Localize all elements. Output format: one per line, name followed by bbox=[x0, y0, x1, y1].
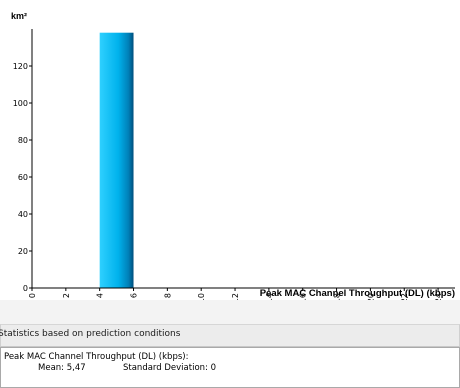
statistics-header-bar: Statistics based on prediction condition… bbox=[0, 324, 460, 347]
statistics-panel: Peak MAC Channel Throughput (DL) (kbps):… bbox=[0, 347, 460, 388]
x-tick-label: 20 bbox=[366, 293, 375, 300]
x-tick-label: 24 bbox=[434, 293, 443, 300]
histogram-chart: km² Peak MAC Channel Throughput (DL) (kb… bbox=[11, 11, 455, 300]
y-tick-label: 120 bbox=[13, 62, 28, 71]
x-tick-label: 16 bbox=[299, 293, 308, 300]
x-tick-label: 10 bbox=[197, 293, 206, 300]
y-tick-label: 20 bbox=[18, 247, 28, 256]
chart-canvas: km² Peak MAC Channel Throughput (DL) (kb… bbox=[11, 11, 455, 300]
x-tick-label: 18 bbox=[333, 293, 342, 300]
y-tick-label: 0 bbox=[23, 284, 28, 293]
statistics-mean-value: Mean: 5,47 bbox=[38, 363, 86, 373]
histogram-bar-1 bbox=[99, 32, 134, 289]
y-tick-label: 80 bbox=[18, 136, 28, 145]
x-tick-label: 2 bbox=[62, 293, 71, 298]
y-tick-label: 100 bbox=[13, 99, 28, 108]
x-tick-label: 8 bbox=[163, 293, 172, 298]
y-tick-label: 60 bbox=[18, 173, 28, 182]
x-tick-label: 0 bbox=[28, 293, 37, 298]
y-axis-unit-label: km² bbox=[11, 11, 27, 21]
x-tick-label: 6 bbox=[130, 293, 139, 298]
statistics-std-deviation-value: Standard Deviation: 0 bbox=[123, 363, 217, 373]
statistics-header-text: Statistics based on prediction condition… bbox=[0, 329, 181, 339]
statistics-metric-title: Peak MAC Channel Throughput (DL) (kbps): bbox=[4, 352, 189, 362]
x-tick-label: 14 bbox=[265, 293, 274, 300]
x-axis-title: Peak MAC Channel Throughput (DL) (kbps) bbox=[260, 288, 455, 299]
panel-divider bbox=[0, 300, 460, 324]
x-tick-label: 22 bbox=[400, 293, 409, 300]
x-tick-label: 4 bbox=[96, 293, 105, 298]
y-tick-label: 40 bbox=[18, 210, 28, 219]
x-tick-label: 12 bbox=[231, 293, 240, 300]
